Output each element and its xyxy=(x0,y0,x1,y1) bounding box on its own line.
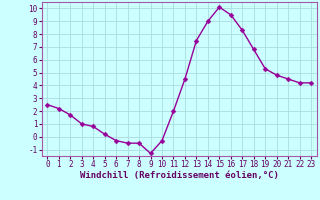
X-axis label: Windchill (Refroidissement éolien,°C): Windchill (Refroidissement éolien,°C) xyxy=(80,171,279,180)
